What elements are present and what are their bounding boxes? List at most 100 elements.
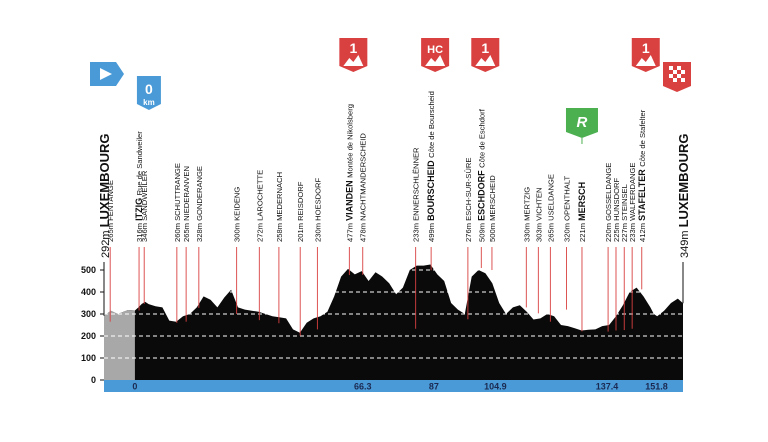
checker-square <box>677 74 681 78</box>
marker-label: 227m STEINSEL <box>620 184 629 242</box>
marker-label: 346m SANDWEILER <box>140 170 149 242</box>
marker-label: 478m NACHTMANDERSCHEID <box>359 133 368 242</box>
marker-altitude: 316m <box>135 221 144 242</box>
marker-label: 260m SCHUTTRANGE <box>173 163 182 242</box>
marker-altitude: 230m <box>313 221 322 242</box>
marker-altitude: 221m <box>578 221 587 242</box>
marker-place: Côte de Stafelter <box>638 109 647 166</box>
arrow-icon <box>100 68 112 80</box>
marker-altitude: 346m <box>140 221 149 242</box>
marker-place: MERSCHEID <box>488 175 497 221</box>
checker-square <box>673 70 677 74</box>
marker-label: 328m GONDERANGE <box>195 166 204 242</box>
marker-label: 233m ENNERSCHLËNNER <box>412 147 421 242</box>
marker-label: 500m MERSCHEID <box>488 175 497 242</box>
marker-label: 258m MEDERNACH <box>275 172 284 242</box>
marker-label: 316m ITZIG Rue de Sandweiler <box>134 131 144 242</box>
marker-label: 477m VIANDEN Montée de Nikolsberg <box>344 104 354 242</box>
marker-altitude: 330m <box>522 221 531 242</box>
marker-altitude: 201m <box>296 221 305 242</box>
x-tick-label: 0 <box>132 382 137 392</box>
marker-place: SCHUTTRANGE <box>173 163 182 221</box>
marker-altitude: 300m <box>233 221 242 242</box>
marker-label: 300m KEIDENG <box>233 187 242 242</box>
distance-bar <box>104 380 683 392</box>
profile-area <box>104 264 683 380</box>
marker-place: STEINSEL <box>620 184 629 221</box>
marker-label: 509m ESCHDORF Côte de Eschdorf <box>476 108 486 242</box>
y-tick-label: 100 <box>81 353 96 363</box>
checker-square <box>677 66 681 70</box>
marker-label: 320m OPENTHALT <box>563 176 572 242</box>
marker-altitude: 227m <box>620 221 629 242</box>
marker-place: MERTZIG <box>522 187 531 221</box>
marker-altitude: 500m <box>488 221 497 242</box>
marker-altitude: 265m <box>106 221 115 242</box>
finish-altitude: 349m <box>679 227 691 258</box>
grid-layer <box>104 269 683 359</box>
marker-town: MERSCH <box>577 182 587 221</box>
marker-label: 233m WALFERDANGE <box>628 163 637 242</box>
marker-label: 265m NIEDERANVEN <box>182 166 191 242</box>
marker-altitude: 478m <box>359 221 368 242</box>
marker-place: Côte de Eschdorf <box>477 108 486 168</box>
marker-altitude: 272m <box>255 221 264 242</box>
marker-place: HUNSDORF <box>612 177 621 220</box>
marker-place: GONDERANGE <box>195 166 204 221</box>
marker-altitude: 265m <box>182 221 191 242</box>
marker-place: NIEDERANVEN <box>182 166 191 221</box>
marker-label: 225m HUNSDORF <box>612 177 621 242</box>
start-label: 292m LUXEMBOURG <box>97 134 112 258</box>
marker-altitude: 303m <box>534 221 543 242</box>
marker-town: ESCHDORF <box>476 168 486 221</box>
marker-label: 276m ESCH-SUR-SÛRE <box>464 158 473 242</box>
marker-town: BOURSCHEID <box>426 158 436 221</box>
checker-square <box>669 74 673 78</box>
marker-label: 265m FENTANGE <box>106 180 115 242</box>
marker-altitude: 260m <box>173 221 182 242</box>
marker-altitude: 412m <box>638 221 647 242</box>
marker-place: VICHTEN <box>534 188 543 221</box>
y-tick-label: 500 <box>81 265 96 275</box>
marker-town: ITZIG <box>134 195 144 221</box>
axis-layer: 0 100 200 300 400 500 0 66.3 87 104.9 137.4 151.8 <box>81 265 683 392</box>
y-tick-label: 400 <box>81 287 96 297</box>
x-tick-label: 137.4 <box>596 382 619 392</box>
marker-altitude: 499m <box>427 221 436 242</box>
marker-place: Montée de Nikolsberg <box>345 104 354 178</box>
profile-layer <box>104 264 683 380</box>
marker-label: 201m REISDORF <box>296 181 305 242</box>
marker-altitude: 477m <box>345 221 354 242</box>
marker-label: 221m MERSCH <box>577 182 587 242</box>
checker-square <box>681 78 685 82</box>
climb-category: 1 <box>642 40 650 56</box>
marker-place: MEDERNACH <box>275 172 284 221</box>
start-name: LUXEMBOURG <box>97 134 112 228</box>
neutral-zone-area <box>104 310 135 380</box>
checker-square <box>673 78 677 82</box>
x-tick-label: 151.8 <box>645 382 668 392</box>
y-tick-label: 300 <box>81 309 96 319</box>
finish-label: 349m LUXEMBOURG <box>676 134 691 258</box>
marker-town: VIANDEN <box>344 178 354 221</box>
marker-label: 499m BOURSCHEID Côte de Bourscheid <box>426 91 436 242</box>
marker-place: LAROCHETTE <box>255 170 264 221</box>
y-tick-label: 200 <box>81 331 96 341</box>
checker-square <box>681 70 685 74</box>
x-tick-label: 104.9 <box>484 382 507 392</box>
marker-place: OPENTHALT <box>563 176 572 221</box>
checker-square <box>669 66 673 70</box>
marker-place: REISDORF <box>296 181 305 221</box>
marker-label: 330m MERTZIG <box>522 187 531 242</box>
feed-zone-letter: R <box>577 114 588 131</box>
marker-place: GOSSELDANGE <box>604 163 613 221</box>
feed-zone-icon <box>565 108 598 138</box>
marker-altitude: 233m <box>628 221 637 242</box>
marker-altitude: 265m <box>546 221 555 242</box>
marker-altitude: 276m <box>464 221 473 242</box>
mountain-icon <box>343 55 364 66</box>
marker-place: ENNERSCHLËNNER <box>412 147 421 221</box>
marker-place: ESCH-SUR-SÛRE <box>464 158 473 221</box>
marker-place: HOESDORF <box>313 177 322 220</box>
km-zero-text: 0 <box>145 81 153 97</box>
